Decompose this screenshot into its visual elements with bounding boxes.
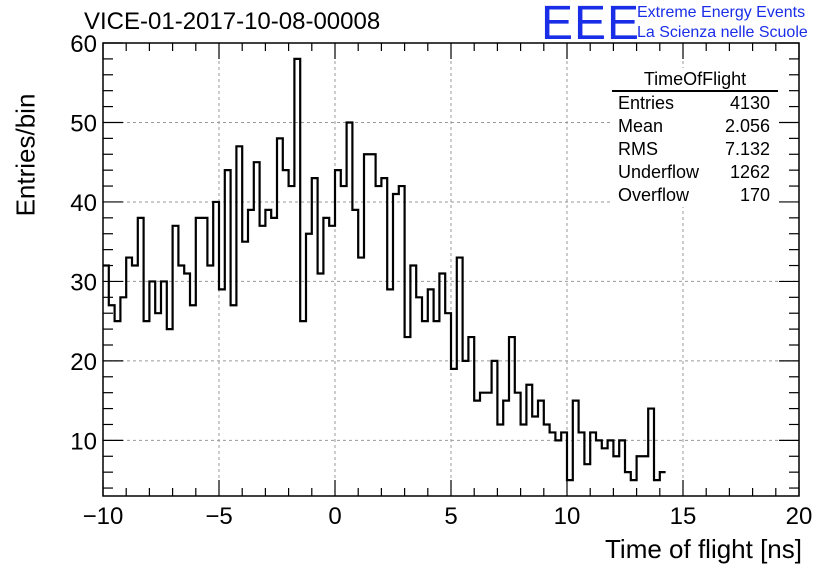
stats-label: Overflow bbox=[618, 185, 690, 205]
y-axis-label: Entries/bin bbox=[6, 94, 46, 217]
y-tick-label: 60 bbox=[70, 31, 97, 58]
y-tick-label: 20 bbox=[70, 349, 97, 376]
stats-row-entries: Entries 4130 bbox=[612, 92, 778, 115]
stats-value: 7.132 bbox=[724, 139, 770, 159]
axis-ticks bbox=[102, 42, 800, 496]
y-tick-label: 40 bbox=[70, 190, 97, 217]
stats-label: Entries bbox=[618, 93, 675, 113]
stats-value: 170 bbox=[739, 185, 770, 205]
x-tick-labels: −10 −5 0 5 10 15 20 bbox=[83, 503, 813, 530]
stats-label: Underflow bbox=[618, 162, 700, 182]
histogram-series bbox=[103, 57, 666, 482]
stats-value: 4130 bbox=[729, 93, 770, 113]
y-tick-label: 50 bbox=[70, 110, 97, 137]
chart-title: VICE-01-2017-10-08-00008 bbox=[84, 8, 381, 35]
stats-row-mean: Mean 2.056 bbox=[612, 115, 778, 138]
eee-logo-text: Extreme Energy Events La Scienza nelle S… bbox=[637, 3, 808, 43]
logo-line-1: Extreme Energy Events bbox=[637, 4, 806, 21]
y-tick-labels: 10 20 30 40 50 60 bbox=[70, 31, 97, 455]
stats-value: 2.056 bbox=[724, 116, 770, 136]
stats-value: 1262 bbox=[729, 162, 770, 182]
stats-label: RMS bbox=[618, 139, 658, 159]
stats-row-overflow: Overflow 170 bbox=[612, 184, 778, 207]
x-axis-label: Time of flight [ns] bbox=[605, 534, 802, 564]
stats-box: TimeOfFlight Entries 4130 Mean 2.056 RMS… bbox=[612, 68, 778, 207]
x-tick-label: −5 bbox=[205, 503, 232, 530]
logo-line-2: La Scienza nelle Scuole bbox=[637, 24, 808, 41]
x-tick-label: 10 bbox=[554, 503, 581, 530]
x-tick-label: 20 bbox=[786, 503, 813, 530]
stats-label: Mean bbox=[618, 116, 664, 136]
x-tick-label: 5 bbox=[444, 503, 457, 530]
x-tick-label: 0 bbox=[328, 503, 341, 530]
y-tick-label: 10 bbox=[70, 428, 97, 455]
y-tick-label: 30 bbox=[70, 269, 97, 296]
x-tick-label: −10 bbox=[83, 503, 124, 530]
stats-row-rms: RMS 7.132 bbox=[612, 138, 778, 161]
stats-title: TimeOfFlight bbox=[612, 68, 778, 92]
stats-row-underflow: Underflow 1262 bbox=[612, 161, 778, 184]
eee-logo: EEE bbox=[541, 0, 641, 50]
y-axis-label-text: Entries/bin bbox=[10, 93, 41, 217]
x-tick-label: 15 bbox=[670, 503, 697, 530]
